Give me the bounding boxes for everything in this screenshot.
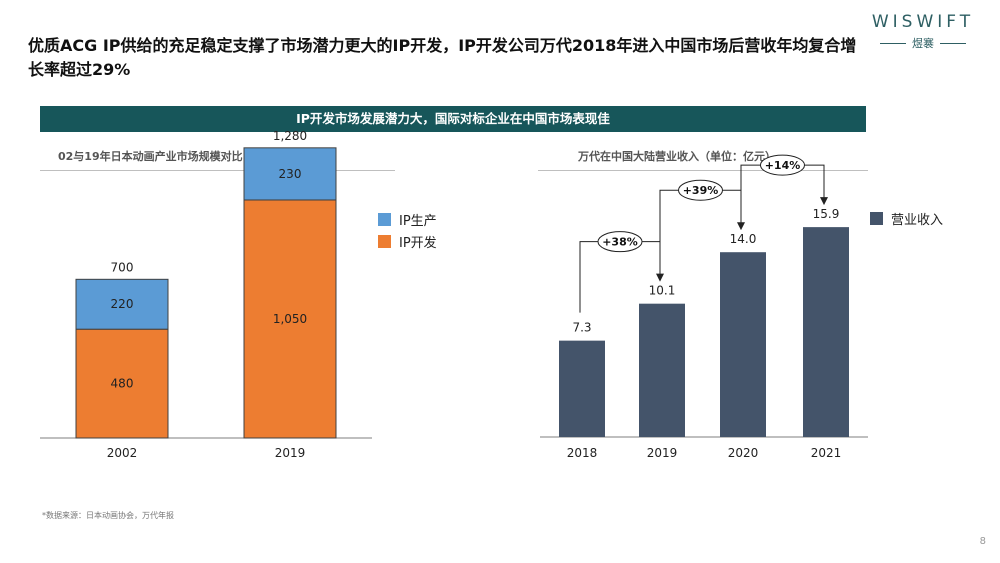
logo-rule-left <box>880 42 906 44</box>
legend-swatch-ip-development <box>378 235 391 248</box>
data-label-revenue-2019: 10.1 <box>649 284 676 298</box>
x-tick-label-2021: 2021 <box>811 446 842 460</box>
right-chart-title: 万代在中国大陆营业收入（单位：亿元） <box>578 150 776 163</box>
growth-badge-2 <box>678 179 723 201</box>
x-tick-label-2019: 2019 <box>275 446 306 460</box>
bar-ip-development-2002 <box>75 328 169 439</box>
legend-label-ip-development: IP开发 <box>399 236 437 251</box>
legend-label-revenue: 营业收入 <box>891 213 944 228</box>
logo-chinese-name: 煜褰 <box>912 37 934 50</box>
x-tick-label-2002: 2002 <box>107 446 138 460</box>
bar-ip-production-2002 <box>75 278 169 330</box>
bar-revenue-2021 <box>803 227 849 437</box>
x-tick-label-2018: 2018 <box>567 446 598 460</box>
bar-revenue-2020 <box>720 252 766 437</box>
legend-swatch-revenue <box>870 212 883 225</box>
data-label-revenue-2021: 15.9 <box>813 207 840 221</box>
growth-badge-1 <box>597 231 643 253</box>
data-label-ip-development-2019: 1,050 <box>273 312 307 326</box>
x-tick-label-2019: 2019 <box>647 446 678 460</box>
data-label-revenue-2020: 14.0 <box>730 232 757 246</box>
page-number: 8 <box>979 536 986 547</box>
growth-label-3: +14% <box>765 159 801 172</box>
brand-logo: WISWIFT 煜褰 <box>868 12 978 51</box>
x-tick-label-2020: 2020 <box>728 446 759 460</box>
legend-swatch-ip-production <box>378 213 391 226</box>
slide-title: 优质ACG IP供给的充足稳定支撑了市场潜力更大的IP开发，IP开发公司万代20… <box>28 36 857 79</box>
left-title-underline <box>40 170 395 171</box>
bar-ip-development-2019 <box>243 199 337 439</box>
bar-ip-production-2019 <box>243 147 337 201</box>
legend-item-revenue: 营业收入 <box>870 209 943 228</box>
source-footnote: *数据来源：日本动画协会，万代年报 <box>42 511 174 520</box>
data-label-ip-production-2002: 220 <box>111 297 134 311</box>
right-title-underline <box>538 170 868 171</box>
growth-badge-3 <box>760 154 805 176</box>
data-label-ip-production-2019: 230 <box>279 167 302 181</box>
growth-label-1: +38% <box>602 236 638 249</box>
total-label-2019: 1,280 <box>273 129 307 143</box>
bar-revenue-2018 <box>559 340 605 437</box>
growth-label-2: +39% <box>683 184 719 197</box>
growth-arrow-1 <box>579 241 664 313</box>
legend-item-ip-development: IP开发 <box>378 232 437 251</box>
data-label-revenue-2018: 7.3 <box>572 321 591 335</box>
legend-item-ip-production: IP生产 <box>378 210 437 229</box>
total-label-2002: 700 <box>111 260 134 274</box>
logo-subtitle: 煜褰 <box>868 35 978 51</box>
logo-wordmark: WISWIFT <box>871 12 975 32</box>
bar-revenue-2019 <box>639 303 685 437</box>
logo-rule-right <box>940 42 966 44</box>
legend-label-ip-production: IP生产 <box>399 214 437 229</box>
data-label-ip-development-2002: 480 <box>111 377 134 391</box>
section-banner: IP开发市场发展潜力大，国际对标企业在中国市场表现佳 <box>40 106 866 132</box>
